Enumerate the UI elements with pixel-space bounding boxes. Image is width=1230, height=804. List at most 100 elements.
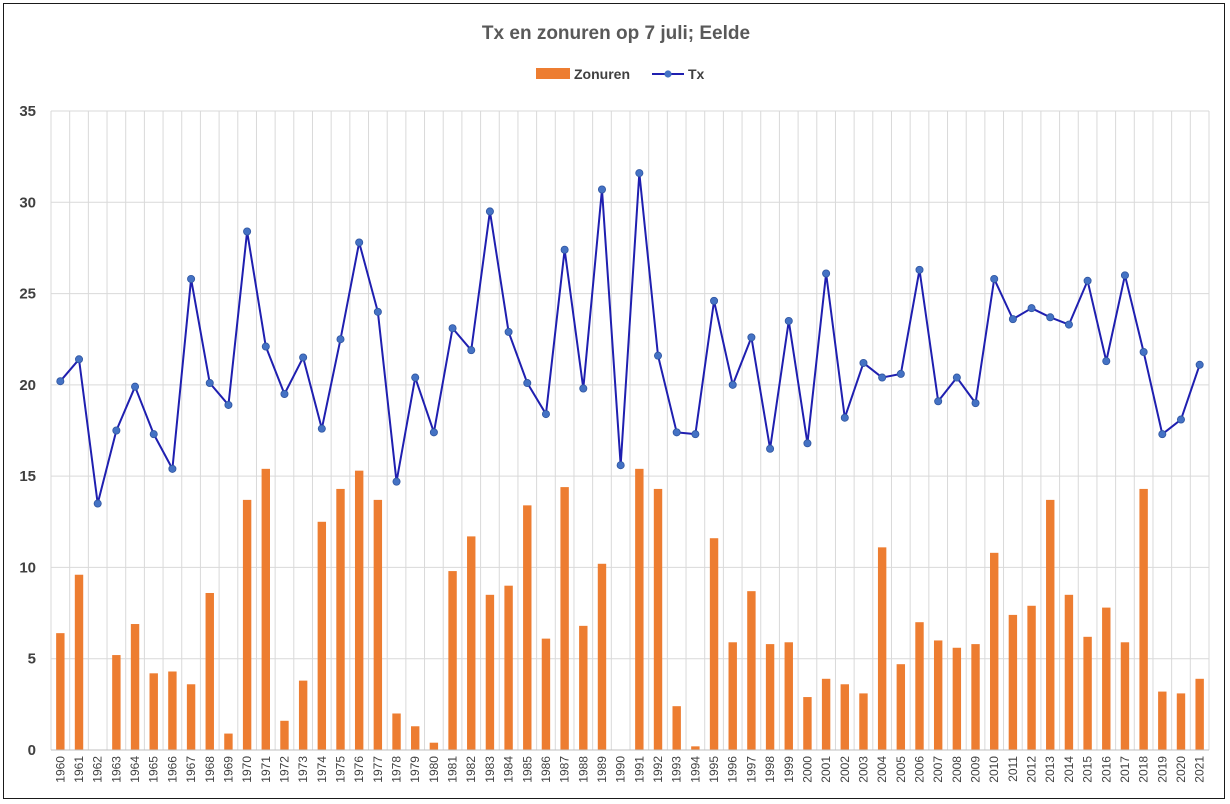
bar-zonuren-2009 <box>971 644 980 750</box>
y-tick-label: 35 <box>19 103 36 120</box>
point-tx-2002 <box>840 413 849 422</box>
bar-zonuren-1964 <box>130 624 140 750</box>
x-tick-label: 1996 <box>726 756 740 783</box>
bar-zonuren-1963 <box>112 655 121 750</box>
point-tx-1979 <box>411 373 420 382</box>
point-tx-1965 <box>149 430 158 439</box>
line-tx <box>59 172 1201 505</box>
bar-zonuren-2014 <box>1064 594 1074 750</box>
bar-zonuren-1976 <box>354 470 364 750</box>
point-tx-1973 <box>299 353 308 362</box>
point-tx-1981 <box>448 324 457 333</box>
x-tick-label: 1979 <box>408 756 422 783</box>
point-tx-1960 <box>56 377 65 386</box>
point-tx-2015 <box>1083 276 1092 285</box>
bar-zonuren-1960 <box>56 633 65 750</box>
point-tx-2021 <box>1195 360 1204 369</box>
x-tick-label: 1976 <box>352 756 366 783</box>
y-tick-label: 20 <box>19 377 36 394</box>
x-tick-label: 2014 <box>1062 756 1076 783</box>
line-series-tx <box>56 169 1204 508</box>
point-tx-2006 <box>915 265 924 274</box>
bar-zonuren-2000 <box>803 697 812 750</box>
x-tick-label: 1995 <box>707 756 721 783</box>
point-tx-1971 <box>261 342 270 351</box>
bar-zonuren-2005 <box>896 664 906 750</box>
x-tick-label: 1986 <box>539 756 553 783</box>
x-tick-label: 1989 <box>595 756 609 783</box>
bar-zonuren-2015 <box>1083 636 1092 750</box>
bar-zonuren-1978 <box>392 713 401 750</box>
legend-label-tx: Tx <box>688 66 705 82</box>
point-tx-2020 <box>1176 415 1185 424</box>
bar-zonuren-1972 <box>280 720 289 750</box>
bar-zonuren-1986 <box>541 638 551 750</box>
bar-zonuren-1977 <box>373 499 383 750</box>
bar-zonuren-1991 <box>635 468 644 750</box>
gridlines <box>50 110 1210 751</box>
point-tx-1985 <box>523 379 532 388</box>
bar-zonuren-2021 <box>1195 678 1204 750</box>
x-tick-label: 2010 <box>987 756 1001 783</box>
x-tick-label: 1985 <box>520 756 534 783</box>
point-tx-1997 <box>747 333 756 342</box>
x-tick-label: 1970 <box>240 756 254 783</box>
point-tx-1996 <box>728 380 737 389</box>
bar-zonuren-1982 <box>467 536 476 750</box>
x-tick-label: 2008 <box>950 756 964 783</box>
point-tx-1999 <box>784 316 793 325</box>
point-tx-1972 <box>280 389 289 398</box>
x-tick-label: 1975 <box>334 756 348 783</box>
bar-zonuren-1965 <box>149 673 158 750</box>
point-tx-1966 <box>168 464 177 473</box>
x-tick-label: 1960 <box>53 756 67 783</box>
bar-zonuren-1983 <box>485 594 495 750</box>
x-tick-label: 2006 <box>913 756 927 783</box>
point-tx-2013 <box>1046 313 1055 322</box>
bar-zonuren-1968 <box>205 592 214 750</box>
x-tick-label: 1978 <box>390 756 404 783</box>
x-tick-label: 2020 <box>1174 756 1188 783</box>
point-tx-2009 <box>971 399 980 408</box>
x-tick-label: 2005 <box>894 756 908 783</box>
x-tick-label: 2013 <box>1043 756 1057 783</box>
x-tick-label: 1966 <box>165 756 179 783</box>
x-tick-label: 1969 <box>221 756 235 783</box>
x-tick-label: 1964 <box>128 756 142 783</box>
x-tick-label: 2015 <box>1081 756 1095 783</box>
x-tick-label: 2018 <box>1137 756 1151 783</box>
bar-zonuren-1970 <box>242 499 252 750</box>
bar-zonuren-1996 <box>728 642 737 750</box>
x-tick-label: 1984 <box>502 756 516 783</box>
bar-zonuren-2018 <box>1139 488 1148 750</box>
point-tx-1978 <box>392 477 401 486</box>
bar-zonuren-1975 <box>336 488 345 750</box>
x-tick-label: 1990 <box>614 756 628 783</box>
bar-zonuren-2006 <box>915 622 924 750</box>
point-tx-1964 <box>131 382 140 391</box>
point-tx-1976 <box>355 238 364 247</box>
legend: Zonuren Tx <box>536 66 705 82</box>
x-tick-label: 2009 <box>969 756 983 783</box>
point-tx-1977 <box>373 307 382 316</box>
point-tx-1982 <box>467 346 476 355</box>
bar-zonuren-1973 <box>298 680 308 750</box>
x-tick-label: 2011 <box>1006 756 1020 782</box>
bar-zonuren-1993 <box>672 706 681 750</box>
bar-zonuren-1981 <box>448 571 457 750</box>
bar-zonuren-2010 <box>990 552 999 750</box>
bar-zonuren-2008 <box>952 647 962 750</box>
bar-zonuren-1971 <box>261 468 270 750</box>
point-tx-2011 <box>1008 315 1017 324</box>
bar-zonuren-2016 <box>1102 607 1111 750</box>
x-tick-label: 2017 <box>1118 756 1132 783</box>
bar-zonuren-1966 <box>168 671 177 750</box>
legend-label-zonuren: Zonuren <box>574 66 630 82</box>
point-tx-1974 <box>317 424 326 433</box>
x-tick-label: 2016 <box>1099 756 1113 783</box>
bar-zonuren-2017 <box>1120 642 1130 750</box>
bar-zonuren-1994 <box>691 746 700 750</box>
bar-zonuren-1999 <box>784 642 793 750</box>
y-tick-label: 15 <box>19 468 36 485</box>
bar-zonuren-1988 <box>579 625 588 750</box>
